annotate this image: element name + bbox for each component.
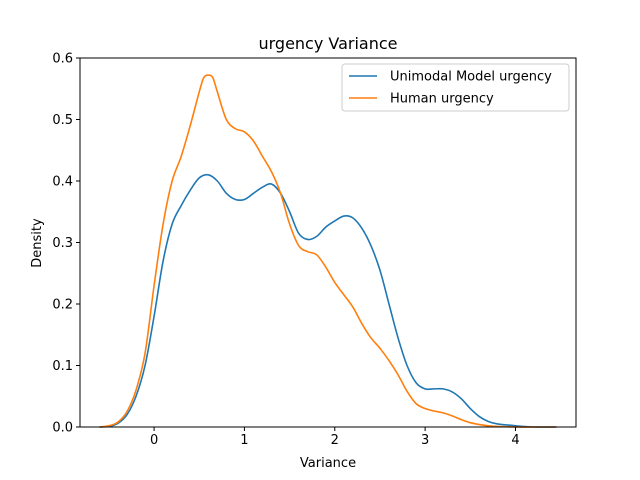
y-tick-label: 0.0 (52, 421, 73, 436)
y-axis: 0.0 0.1 0.2 0.3 0.4 0.5 0.6 (52, 52, 80, 436)
legend-entry-label: Unimodal Model urgency (390, 70, 552, 85)
y-tick-label: 0.4 (52, 175, 73, 190)
x-tick-label: 0 (150, 433, 158, 448)
legend-box (341, 63, 570, 112)
series-line-human-urgency (99, 74, 557, 428)
x-axis: 0 1 2 3 4 (150, 427, 520, 448)
x-axis-label: Variance (300, 456, 356, 471)
series-line-unimodal-model-urgency (99, 173, 557, 428)
y-tick-label: 0.3 (52, 236, 73, 251)
legend: Unimodal Model urgency Human urgency (341, 63, 570, 112)
y-tick-label: 0.5 (52, 113, 73, 128)
legend-entry-label: Human urgency (390, 92, 494, 107)
x-tick-label: 1 (240, 433, 248, 448)
x-tick-label: 4 (511, 433, 519, 448)
plot-area (99, 74, 557, 428)
y-tick-label: 0.6 (52, 52, 73, 67)
x-tick-label: 3 (421, 433, 429, 448)
y-tick-label: 0.2 (52, 298, 73, 313)
y-axis-label: Density (30, 218, 45, 268)
x-tick-label: 2 (331, 433, 339, 448)
chart-title: urgency Variance (258, 34, 397, 53)
y-tick-label: 0.1 (52, 359, 73, 374)
plot-frame (79, 57, 577, 428)
